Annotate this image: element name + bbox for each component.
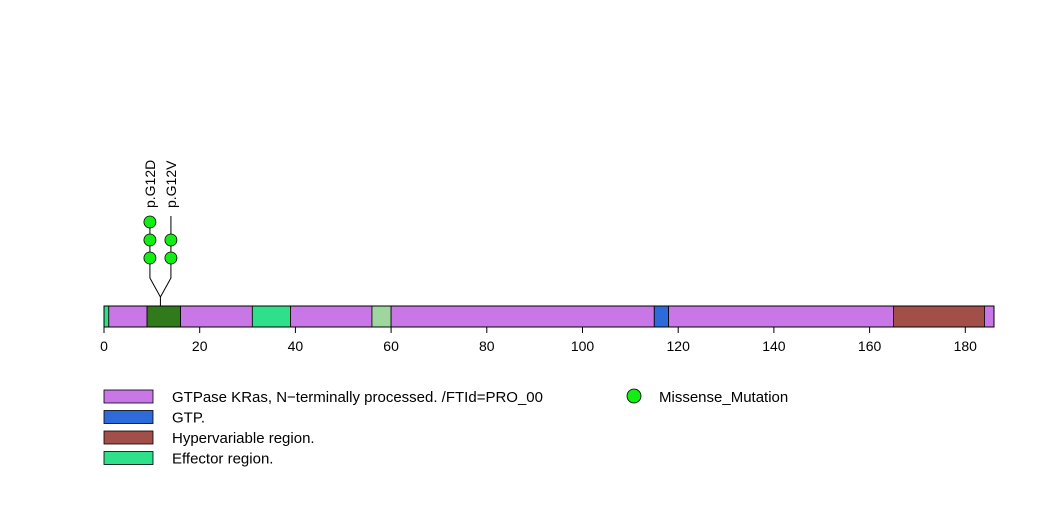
legend-label-effector: Effector region. xyxy=(172,451,273,468)
mutation-point-1-0 xyxy=(164,251,178,265)
protein-region-3 xyxy=(180,305,253,328)
protein-region-2 xyxy=(146,305,181,328)
mutation-point-0-1 xyxy=(143,233,157,247)
protein-region-7 xyxy=(390,305,655,328)
protein-region-9 xyxy=(668,305,894,328)
legend-swatch-missense xyxy=(626,388,642,404)
x-tick-label-4: 80 xyxy=(479,338,495,354)
protein-region-11 xyxy=(984,305,995,328)
x-tick-label-9: 180 xyxy=(954,338,978,354)
protein-regions xyxy=(103,305,995,328)
x-tick-label-7: 140 xyxy=(762,338,786,354)
legend-label-gtp: GTP. xyxy=(172,410,205,427)
legend-swatch-hypervariable xyxy=(103,430,154,445)
protein-region-0 xyxy=(103,305,110,328)
x-tick-label-5: 100 xyxy=(571,338,595,354)
protein-region-10 xyxy=(893,305,985,328)
legend-swatch-gtpase xyxy=(103,389,154,404)
mutation-point-0-2 xyxy=(143,215,157,229)
mutation-point-1-1 xyxy=(164,233,178,247)
x-axis: 0 20 40 60 80 100 120 140 160 180 xyxy=(100,326,978,354)
x-tick-label-6: 120 xyxy=(667,338,691,354)
x-tick-label-8: 160 xyxy=(858,338,882,354)
mutation-label-1: p.G12V xyxy=(163,160,179,208)
legend-label-gtpase: GTPase KRas, N−terminally processed. /FT… xyxy=(172,389,543,406)
protein-region-5 xyxy=(290,305,373,328)
x-tick-label-3: 60 xyxy=(383,338,399,354)
protein-region-8 xyxy=(653,305,670,328)
legend-swatch-effector xyxy=(103,451,154,465)
mutation-label-0: p.G12D xyxy=(142,160,158,208)
legend: GTPase KRas, N−terminally processed. /FT… xyxy=(103,388,788,468)
x-tick-label-2: 40 xyxy=(288,338,304,354)
legend-swatch-gtp xyxy=(103,410,154,424)
protein-region-6 xyxy=(371,305,392,328)
legend-label-missense: Missense_Mutation xyxy=(659,389,788,406)
protein-region-1 xyxy=(108,305,148,328)
protein-region-4 xyxy=(251,305,292,328)
mutation-point-0-0 xyxy=(143,251,157,265)
mutation-points xyxy=(143,215,178,265)
mutation-stem-0 xyxy=(149,258,161,298)
x-tick-label-0: 0 xyxy=(100,338,108,354)
legend-label-hypervariable: Hypervariable region. xyxy=(172,430,315,447)
mutation-labels: p.G12D p.G12V xyxy=(142,160,179,208)
x-tick-label-1: 20 xyxy=(192,338,208,354)
mutation-stem-1 xyxy=(159,258,172,298)
